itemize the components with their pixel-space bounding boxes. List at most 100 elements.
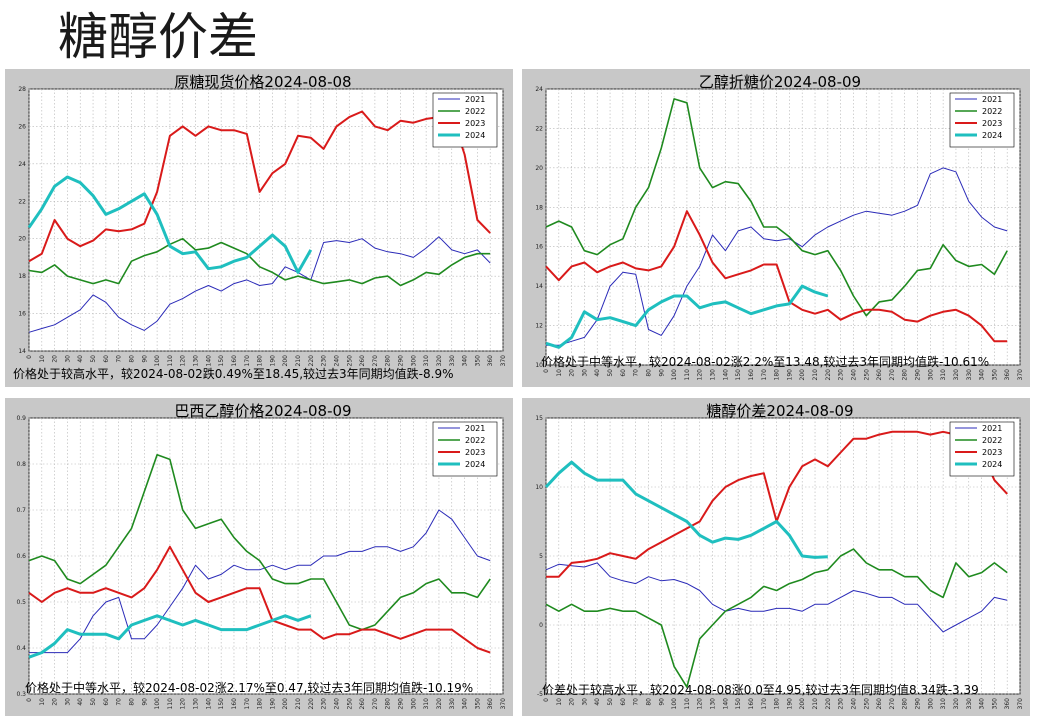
x-tick-label: 360 [487,698,494,710]
y-tick-label: 5 [539,553,543,560]
chart-title: 巴西乙醇价格2024-08-09 [174,402,351,420]
y-tick-label: 12 [535,323,543,330]
y-tick-label: 0.4 [16,645,26,652]
x-tick-label: 290 [398,698,405,710]
y-tick-label: 0.8 [16,461,26,468]
x-tick-label: 250 [346,698,353,710]
x-tick-label: 360 [1004,369,1011,381]
legend-label-2022: 2022 [982,436,1002,445]
x-tick-label: 340 [979,698,986,710]
legend-label-2022: 2022 [982,107,1002,116]
series-line-2024 [27,175,313,274]
series-line-2023 [28,110,491,263]
y-tick-label: 10 [535,362,543,369]
legend-label-2021: 2021 [465,424,485,433]
y-tick-label: 20 [535,165,543,172]
x-tick-label: 300 [927,698,934,710]
chart-panel-sugar-ethanol-spread: 糖醇价差2024-08-09 0 10 20 30 40 50 60 70 80 90 100 110… [522,398,1030,716]
y-tick-label: 20 [18,236,26,243]
x-tick-label: 0 [26,698,33,702]
x-tick-label: 240 [333,355,340,367]
x-tick-label: 240 [333,698,340,710]
legend-label-2023: 2023 [982,119,1002,128]
x-tick-label: 130 [193,355,200,367]
legend-label-2023: 2023 [465,119,485,128]
legend-label-2024: 2024 [465,131,485,140]
x-tick-label: 240 [850,369,857,381]
y-tick-label: 14 [18,348,26,355]
y-tick-label: 14 [535,283,543,290]
y-tick-label: 16 [18,311,26,318]
x-tick-label: 320 [953,369,960,381]
y-tick-label: 0.3 [16,691,26,698]
x-tick-label: 230 [321,698,328,710]
tick-labels: 0 10 20 30 40 50 60 70 80 90 100 110 120 130 140 150 160… [18,86,507,366]
series-line-2024 [28,614,312,659]
x-tick-label: 90 [141,355,148,363]
tick-labels: 0 10 20 30 40 50 60 70 80 90 100 110 120 130 140 150 160… [535,415,1024,709]
x-tick-label: 90 [658,698,665,706]
x-tick-label: 80 [128,355,135,363]
legend-box [432,92,498,148]
x-tick-label: 340 [462,698,469,710]
x-tick-label: 340 [979,369,986,381]
x-tick-label: 110 [684,698,691,710]
x-tick-label: 210 [295,355,302,367]
x-tick-label: 180 [257,355,264,367]
page-title: 糖醇价差 [58,8,258,66]
y-tick-label: 24 [535,86,543,93]
legend-label-2021: 2021 [982,424,1002,433]
x-tick-label: 170 [761,369,768,381]
x-tick-label: 30 [581,369,588,377]
legend: 2021 2022 2023 2024 [432,421,498,477]
x-tick-label: 90 [141,698,148,706]
y-tick-label: 22 [535,125,543,132]
x-tick-label: 110 [684,369,691,381]
x-tick-label: 120 [180,355,187,367]
x-tick-label: 260 [359,355,366,367]
chart-panel-ethanol-sugar-equivalent: 乙醇折糖价2024-08-09 0 10 20 30 40 50 60 70 80 90 100 11… [522,69,1030,387]
x-tick-label: 330 [449,698,456,710]
x-tick-label: 60 [103,355,110,363]
y-tick-label: 18 [535,204,543,211]
x-tick-label: 50 [90,355,97,363]
x-tick-label: 370 [1017,369,1024,381]
x-tick-label: 50 [607,369,614,377]
x-tick-label: 60 [620,369,627,377]
x-tick-label: 200 [282,698,289,710]
chart-ethanol-sugar-equivalent: 乙醇折糖价2024-08-09 0 10 20 30 40 50 60 70 80 90 100 11… [522,69,1030,387]
legend: 2021 2022 2023 2024 [949,421,1015,477]
x-tick-label: 140 [722,369,729,381]
x-tick-label: 260 [359,698,366,710]
x-tick-label: 310 [423,355,430,367]
x-tick-label: 190 [786,369,793,381]
x-tick-label: 120 [180,698,187,710]
y-tick-label: 0.9 [16,415,26,422]
x-tick-label: 370 [500,698,507,710]
x-tick-label: 350 [991,698,998,710]
x-tick-label: 270 [372,698,379,710]
x-tick-label: 70 [633,698,640,706]
y-tick-label: -5 [537,691,543,698]
x-tick-label: 150 [735,698,742,710]
legend-label-2021: 2021 [465,95,485,104]
y-tick-label: 24 [18,161,26,168]
x-tick-label: 30 [64,698,71,706]
x-tick-label: 10 [556,698,563,706]
x-tick-label: 70 [116,698,123,706]
y-tick-label: 18 [18,273,26,280]
series-lines [545,98,1008,349]
x-tick-label: 220 [825,698,832,710]
x-tick-label: 300 [410,355,417,367]
x-tick-label: 310 [423,698,430,710]
x-tick-label: 320 [953,698,960,710]
y-tick-label: 26 [18,123,26,130]
x-tick-label: 350 [991,369,998,381]
x-tick-label: 350 [474,355,481,367]
x-tick-label: 350 [474,698,481,710]
x-tick-label: 200 [799,369,806,381]
chart-title: 糖醇价差2024-08-09 [706,402,853,420]
chart-note: 价格处于中等水平，较2024-08-02涨2.17%至0.47,较过去3年同期均… [25,680,473,695]
x-tick-label: 170 [761,698,768,710]
legend: 2021 2022 2023 2024 [432,92,498,148]
